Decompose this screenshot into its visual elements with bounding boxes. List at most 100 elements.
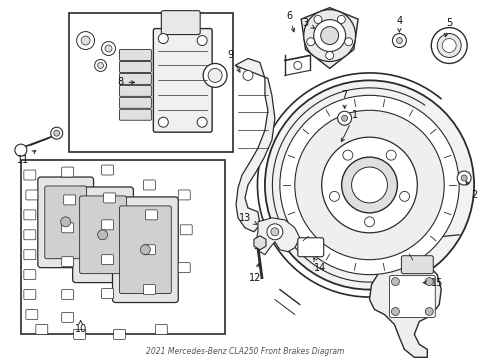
- FancyBboxPatch shape: [62, 289, 74, 300]
- FancyBboxPatch shape: [24, 289, 36, 300]
- Circle shape: [342, 157, 397, 213]
- Text: 2021 Mercedes-Benz CLA250 Front Brakes Diagram: 2021 Mercedes-Benz CLA250 Front Brakes D…: [146, 347, 344, 356]
- Circle shape: [15, 144, 27, 156]
- FancyBboxPatch shape: [101, 220, 114, 230]
- Circle shape: [61, 217, 71, 227]
- FancyBboxPatch shape: [120, 50, 151, 60]
- Text: 13: 13: [239, 213, 257, 224]
- Circle shape: [280, 95, 459, 275]
- Circle shape: [98, 62, 103, 68]
- FancyBboxPatch shape: [120, 109, 151, 120]
- FancyBboxPatch shape: [155, 324, 167, 334]
- Bar: [21, 160, 225, 334]
- Circle shape: [307, 38, 315, 46]
- Circle shape: [76, 32, 95, 50]
- Circle shape: [95, 59, 106, 71]
- Polygon shape: [301, 8, 358, 68]
- Text: 7: 7: [342, 90, 348, 108]
- Circle shape: [344, 38, 353, 46]
- FancyBboxPatch shape: [180, 225, 192, 235]
- Circle shape: [314, 15, 322, 23]
- Circle shape: [457, 171, 471, 185]
- FancyBboxPatch shape: [103, 193, 116, 203]
- Circle shape: [158, 33, 168, 44]
- Circle shape: [442, 39, 456, 53]
- Polygon shape: [256, 218, 300, 255]
- Text: 8: 8: [118, 77, 135, 87]
- Circle shape: [392, 307, 399, 315]
- Circle shape: [304, 10, 356, 62]
- FancyBboxPatch shape: [144, 180, 155, 190]
- Polygon shape: [235, 58, 275, 232]
- FancyBboxPatch shape: [62, 257, 74, 267]
- Circle shape: [329, 192, 340, 201]
- Circle shape: [425, 307, 433, 315]
- Circle shape: [365, 217, 374, 227]
- FancyBboxPatch shape: [24, 230, 36, 240]
- FancyBboxPatch shape: [101, 289, 114, 298]
- FancyBboxPatch shape: [64, 195, 75, 205]
- FancyBboxPatch shape: [80, 196, 126, 274]
- Circle shape: [265, 80, 474, 289]
- Circle shape: [105, 45, 112, 52]
- FancyBboxPatch shape: [153, 28, 212, 132]
- Circle shape: [141, 245, 150, 255]
- Circle shape: [271, 228, 279, 236]
- FancyBboxPatch shape: [298, 238, 324, 257]
- FancyBboxPatch shape: [36, 324, 48, 334]
- FancyBboxPatch shape: [401, 256, 433, 274]
- FancyBboxPatch shape: [390, 276, 435, 318]
- Circle shape: [425, 278, 433, 285]
- Text: 15: 15: [423, 278, 443, 288]
- Text: 1: 1: [342, 110, 358, 142]
- Text: 10: 10: [74, 320, 87, 334]
- FancyBboxPatch shape: [26, 310, 38, 319]
- FancyBboxPatch shape: [114, 329, 125, 339]
- FancyBboxPatch shape: [24, 210, 36, 220]
- FancyBboxPatch shape: [24, 270, 36, 280]
- Circle shape: [396, 37, 402, 44]
- Circle shape: [392, 278, 399, 285]
- Circle shape: [338, 111, 352, 125]
- FancyBboxPatch shape: [146, 210, 157, 220]
- Text: 4: 4: [396, 15, 402, 32]
- Text: 11: 11: [17, 150, 36, 165]
- FancyBboxPatch shape: [120, 97, 151, 108]
- Circle shape: [326, 51, 334, 59]
- Circle shape: [431, 28, 467, 63]
- FancyBboxPatch shape: [38, 177, 94, 268]
- Circle shape: [197, 36, 207, 45]
- Circle shape: [295, 110, 444, 260]
- Circle shape: [54, 130, 60, 136]
- Text: 9: 9: [227, 50, 240, 72]
- Text: 5: 5: [444, 18, 452, 37]
- FancyBboxPatch shape: [101, 255, 114, 265]
- Circle shape: [243, 71, 253, 80]
- FancyBboxPatch shape: [178, 263, 190, 273]
- Text: 2: 2: [466, 181, 477, 200]
- FancyBboxPatch shape: [62, 312, 74, 323]
- FancyBboxPatch shape: [120, 206, 172, 293]
- Circle shape: [208, 68, 222, 82]
- FancyBboxPatch shape: [161, 11, 200, 35]
- Text: 12: 12: [249, 264, 261, 283]
- FancyBboxPatch shape: [120, 62, 151, 72]
- FancyBboxPatch shape: [113, 197, 178, 302]
- Circle shape: [437, 33, 461, 58]
- FancyBboxPatch shape: [144, 285, 155, 294]
- Text: 3: 3: [303, 18, 315, 28]
- Circle shape: [321, 27, 339, 45]
- Circle shape: [314, 20, 345, 51]
- FancyBboxPatch shape: [26, 190, 38, 200]
- Text: 6: 6: [287, 11, 294, 32]
- Bar: [69, 13, 233, 152]
- FancyBboxPatch shape: [62, 223, 74, 233]
- FancyBboxPatch shape: [73, 187, 133, 283]
- Circle shape: [461, 175, 467, 181]
- Circle shape: [342, 115, 347, 121]
- Circle shape: [81, 36, 90, 45]
- FancyBboxPatch shape: [101, 165, 114, 175]
- Circle shape: [343, 150, 353, 160]
- Circle shape: [158, 117, 168, 127]
- FancyBboxPatch shape: [178, 190, 190, 200]
